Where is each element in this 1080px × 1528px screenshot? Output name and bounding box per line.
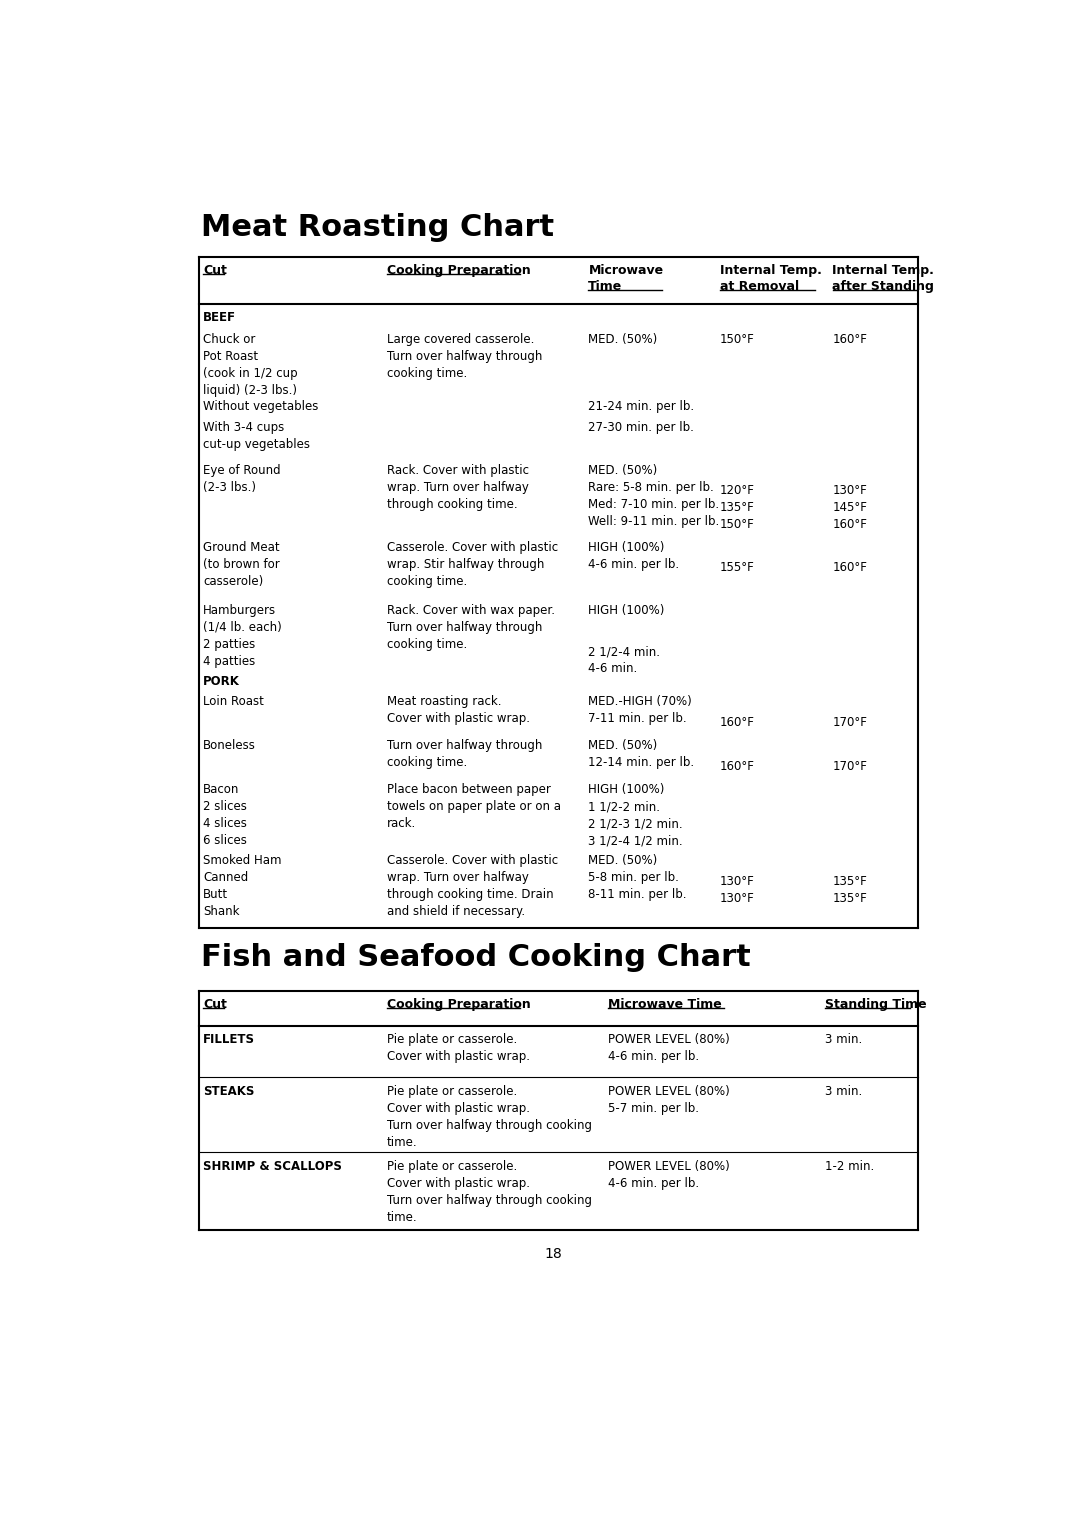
Text: Casserole. Cover with plastic
wrap. Stir halfway through
cooking time.: Casserole. Cover with plastic wrap. Stir… <box>387 541 558 588</box>
Text: at Removal: at Removal <box>720 280 799 293</box>
Text: Smoked Ham
Canned
Butt
Shank: Smoked Ham Canned Butt Shank <box>203 854 282 918</box>
Text: Casserole. Cover with plastic
wrap. Turn over halfway
through cooking time. Drai: Casserole. Cover with plastic wrap. Turn… <box>387 854 558 918</box>
Text: 170°F: 170°F <box>833 759 867 773</box>
Text: Meat roasting rack.
Cover with plastic wrap.: Meat roasting rack. Cover with plastic w… <box>387 695 530 726</box>
Text: STEAKS: STEAKS <box>203 1085 255 1099</box>
Text: POWER LEVEL (80%)
5-7 min. per lb.: POWER LEVEL (80%) 5-7 min. per lb. <box>608 1085 729 1115</box>
Text: 160°F: 160°F <box>833 333 867 345</box>
Text: Chuck or
Pot Roast
(cook in 1/2 cup
liquid) (2-3 lbs.): Chuck or Pot Roast (cook in 1/2 cup liqu… <box>203 333 298 397</box>
Text: MED. (50%)
5-8 min. per lb.
8-11 min. per lb.: MED. (50%) 5-8 min. per lb. 8-11 min. pe… <box>589 854 687 902</box>
Text: MED. (50%)
12-14 min. per lb.: MED. (50%) 12-14 min. per lb. <box>589 740 694 769</box>
Text: BEEF: BEEF <box>203 312 237 324</box>
Text: 27-30 min. per lb.: 27-30 min. per lb. <box>589 422 694 434</box>
Text: SHRIMP & SCALLOPS: SHRIMP & SCALLOPS <box>203 1160 342 1172</box>
Text: Rack. Cover with plastic
wrap. Turn over halfway
through cooking time.: Rack. Cover with plastic wrap. Turn over… <box>387 463 529 510</box>
Text: HIGH (100%)
1 1/2-2 min.
2 1/2-3 1/2 min.
3 1/2-4 1/2 min.: HIGH (100%) 1 1/2-2 min. 2 1/2-3 1/2 min… <box>589 784 683 847</box>
Text: Ground Meat
(to brown for
casserole): Ground Meat (to brown for casserole) <box>203 541 280 588</box>
Text: Microwave Time: Microwave Time <box>608 998 721 1012</box>
Text: 1-2 min.: 1-2 min. <box>825 1160 874 1172</box>
Text: 155°F: 155°F <box>720 561 755 575</box>
Text: MED. (50%): MED. (50%) <box>589 333 658 345</box>
Text: MED.-HIGH (70%)
7-11 min. per lb.: MED.-HIGH (70%) 7-11 min. per lb. <box>589 695 692 726</box>
Text: POWER LEVEL (80%)
4-6 min. per lb.: POWER LEVEL (80%) 4-6 min. per lb. <box>608 1033 729 1063</box>
Text: 120°F
135°F
150°F: 120°F 135°F 150°F <box>720 484 755 532</box>
Text: Without vegetables: Without vegetables <box>203 400 319 413</box>
Text: Time: Time <box>589 280 623 293</box>
Text: 21-24 min. per lb.: 21-24 min. per lb. <box>589 400 694 413</box>
Text: 3 min.: 3 min. <box>825 1033 862 1047</box>
Text: 170°F: 170°F <box>833 717 867 729</box>
Text: Standing Time: Standing Time <box>825 998 927 1012</box>
Text: Cut: Cut <box>203 264 227 277</box>
Text: 2 1/2-4 min.
4-6 min.: 2 1/2-4 min. 4-6 min. <box>589 645 660 675</box>
Text: Rack. Cover with wax paper.
Turn over halfway through
cooking time.: Rack. Cover with wax paper. Turn over ha… <box>387 604 555 651</box>
Text: 150°F: 150°F <box>720 333 755 345</box>
Text: Internal Temp.: Internal Temp. <box>833 264 934 277</box>
Text: Hamburgers
(1/4 lb. each)
2 patties
4 patties: Hamburgers (1/4 lb. each) 2 patties 4 pa… <box>203 604 282 668</box>
Text: Turn over halfway through
cooking time.: Turn over halfway through cooking time. <box>387 740 542 769</box>
Text: FILLETS: FILLETS <box>203 1033 255 1047</box>
Text: 18: 18 <box>544 1247 563 1261</box>
Text: Cooking Preparation: Cooking Preparation <box>387 264 530 277</box>
Text: 160°F: 160°F <box>833 561 867 575</box>
Text: MED. (50%)
Rare: 5-8 min. per lb.
Med: 7-10 min. per lb.
Well: 9-11 min. per lb.: MED. (50%) Rare: 5-8 min. per lb. Med: 7… <box>589 463 719 527</box>
Text: With 3-4 cups
cut-up vegetables: With 3-4 cups cut-up vegetables <box>203 422 310 451</box>
Text: 130°F
130°F: 130°F 130°F <box>720 876 755 905</box>
Text: Meat Roasting Chart: Meat Roasting Chart <box>201 212 554 241</box>
Text: Fish and Seafood Cooking Chart: Fish and Seafood Cooking Chart <box>201 943 751 972</box>
Text: 160°F: 160°F <box>720 759 755 773</box>
Text: HIGH (100%): HIGH (100%) <box>589 604 665 617</box>
Text: Pie plate or casserole.
Cover with plastic wrap.: Pie plate or casserole. Cover with plast… <box>387 1033 530 1063</box>
Text: Pie plate or casserole.
Cover with plastic wrap.
Turn over halfway through cooki: Pie plate or casserole. Cover with plast… <box>387 1085 592 1149</box>
Text: 135°F
135°F: 135°F 135°F <box>833 876 867 905</box>
Text: Large covered casserole.
Turn over halfway through
cooking time.: Large covered casserole. Turn over halfw… <box>387 333 542 380</box>
Text: after Standing: after Standing <box>833 280 934 293</box>
Text: PORK: PORK <box>203 675 240 688</box>
Text: POWER LEVEL (80%)
4-6 min. per lb.: POWER LEVEL (80%) 4-6 min. per lb. <box>608 1160 729 1190</box>
Text: HIGH (100%)
4-6 min. per lb.: HIGH (100%) 4-6 min. per lb. <box>589 541 679 570</box>
Text: Bacon
2 slices
4 slices
6 slices: Bacon 2 slices 4 slices 6 slices <box>203 784 247 847</box>
Text: Cooking Preparation: Cooking Preparation <box>387 998 530 1012</box>
Text: Eye of Round
(2-3 lbs.): Eye of Round (2-3 lbs.) <box>203 463 281 494</box>
Text: Pie plate or casserole.
Cover with plastic wrap.
Turn over halfway through cooki: Pie plate or casserole. Cover with plast… <box>387 1160 592 1224</box>
Text: Cut: Cut <box>203 998 227 1012</box>
Text: 160°F: 160°F <box>720 717 755 729</box>
Text: 3 min.: 3 min. <box>825 1085 862 1099</box>
Text: Internal Temp.: Internal Temp. <box>720 264 822 277</box>
Text: Place bacon between paper
towels on paper plate or on a
rack.: Place bacon between paper towels on pape… <box>387 784 561 830</box>
Text: 130°F
145°F
160°F: 130°F 145°F 160°F <box>833 484 867 532</box>
Text: Boneless: Boneless <box>203 740 256 752</box>
Text: Loin Roast: Loin Roast <box>203 695 265 709</box>
Text: Microwave: Microwave <box>589 264 663 277</box>
